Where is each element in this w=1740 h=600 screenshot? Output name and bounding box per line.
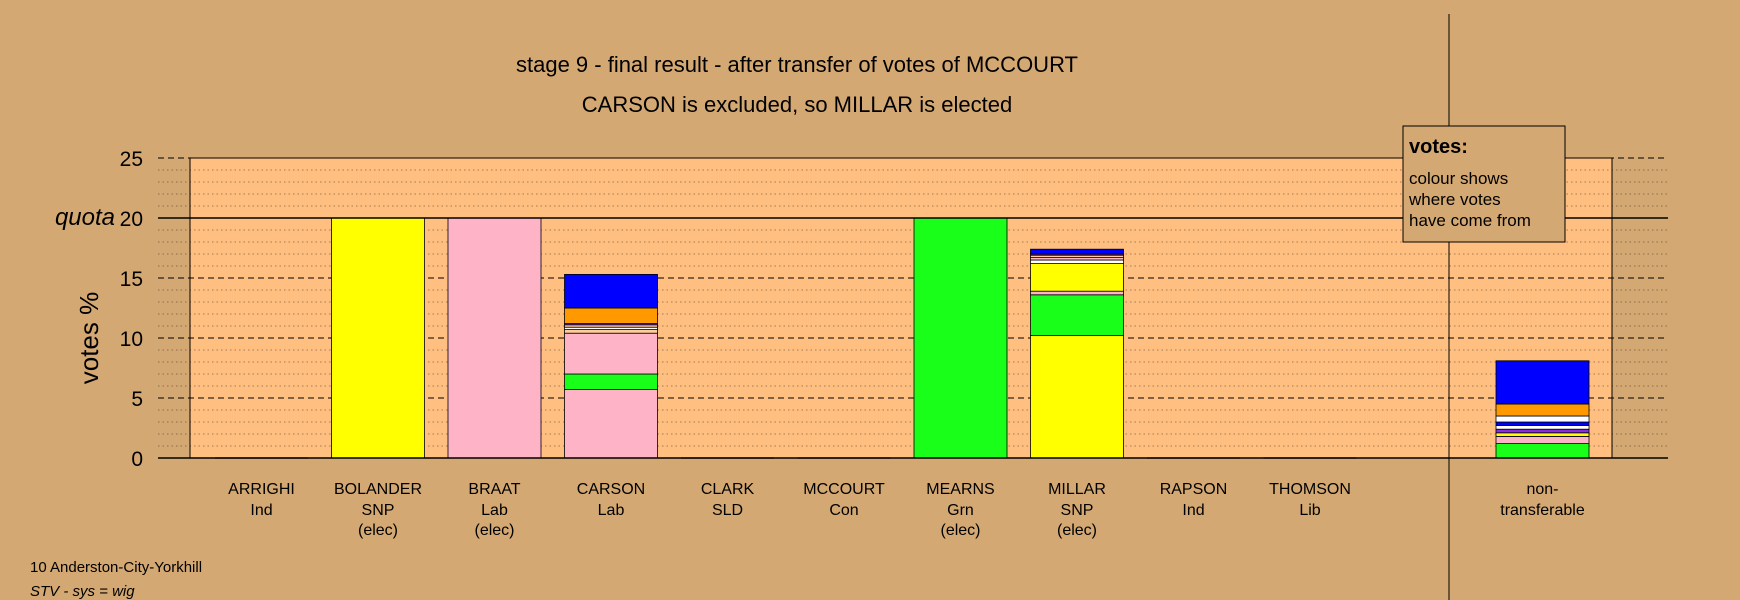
candidate-name: THOMSON [1269, 481, 1351, 498]
y-tick-labels: 0 5 10 15 20 25 [120, 148, 143, 471]
candidate-party: SNP [1061, 502, 1094, 519]
y-axis-label: votes % [74, 292, 104, 385]
bar-carson-segment [564, 329, 658, 334]
bar-carson-segment [564, 373, 658, 391]
bar-nontransferable-segment [1495, 443, 1590, 459]
bar-nontransferable-segment [1495, 421, 1590, 426]
bar-nontransferable-segment [1495, 415, 1590, 423]
bar-millar-segment [1030, 248, 1124, 255]
bar-braat-segment [447, 217, 542, 459]
legend-heading: votes: [1409, 136, 1468, 158]
candidate-party: SNP [362, 502, 395, 519]
bars [215, 217, 1590, 459]
y-tick-label: 0 [131, 448, 143, 471]
candidate-status: (elec) [940, 522, 980, 539]
y-tick-label: 20 [120, 208, 143, 231]
ward-name: 10 Anderston-City-Yorkhill [30, 559, 202, 576]
candidate-name: CLARK [701, 481, 755, 498]
candidate-labels: ARRIGHI Ind BOLANDER SNP (elec) BRAAT Lab (elec… [228, 481, 1585, 539]
bar-nontransferable-segment [1495, 425, 1590, 430]
candidate-status: (elec) [1057, 522, 1097, 539]
candidate-name: BOLANDER [334, 481, 422, 498]
bar-nontransferable-segment [1495, 428, 1590, 434]
y-tick-label: 10 [120, 328, 143, 351]
candidate-name: RAPSON [1160, 481, 1228, 498]
candidate-status: (elec) [358, 522, 398, 539]
candidate-name: MCCOURT [803, 481, 885, 498]
legend-box [1402, 125, 1566, 243]
bar-carson-segment [564, 332, 658, 375]
legend: votes: colour shows where votes have com… [1402, 125, 1566, 243]
candidate-status: (elec) [474, 522, 514, 539]
bar-mearns-segment [913, 217, 1008, 459]
legend-line-3: have come from [1409, 211, 1531, 230]
y-tick-label: 25 [120, 148, 143, 171]
voting-system: STV - sys = wig [30, 583, 135, 600]
bar-nontransferable-segment [1495, 435, 1590, 444]
candidate-party: Con [829, 502, 858, 519]
bar-millar-segment [1030, 290, 1124, 296]
bar-nontransferable-segment [1495, 403, 1590, 417]
candidate-name: BRAAT [468, 481, 520, 498]
bar-nontransferable-segment [1495, 360, 1590, 405]
candidate-name: MEARNS [926, 481, 994, 498]
candidate-name: ARRIGHI [228, 481, 295, 498]
legend-line-2: where votes [1408, 190, 1501, 209]
chart-title: stage 9 - final result - after transfer … [516, 52, 1078, 77]
nontransferable-label: transferable [1500, 502, 1585, 519]
bar-millar-segment [1030, 335, 1124, 459]
candidate-party: Grn [947, 502, 974, 519]
bar-carson-segment [564, 389, 658, 459]
bar-carson-segment [564, 307, 658, 325]
candidate-party: Lib [1299, 502, 1320, 519]
bar-carson-segment [564, 273, 658, 309]
legend-line-1: colour shows [1409, 169, 1508, 188]
candidate-party: Ind [1182, 502, 1204, 519]
bar-bolander-segment [331, 217, 425, 459]
plot-area [189, 157, 1613, 459]
chart-subtitle: CARSON is excluded, so MILLAR is elected [582, 92, 1012, 117]
plot-background [189, 157, 1613, 459]
candidate-party: SLD [712, 502, 743, 519]
quota-label: quota [55, 204, 115, 231]
nontransferable-label: non- [1526, 481, 1558, 498]
candidate-party: Lab [481, 502, 508, 519]
y-tick-label: 15 [120, 268, 143, 291]
candidate-name: MILLAR [1048, 481, 1106, 498]
y-tick-label: 5 [131, 388, 143, 411]
bar-nontransferable-segment [1495, 432, 1590, 437]
candidate-party: Ind [250, 502, 272, 519]
bar-millar-segment [1030, 259, 1124, 264]
candidate-name: CARSON [577, 481, 645, 498]
candidate-party: Lab [598, 502, 625, 519]
bar-millar-segment [1030, 263, 1124, 292]
bar-millar-segment [1030, 294, 1124, 336]
